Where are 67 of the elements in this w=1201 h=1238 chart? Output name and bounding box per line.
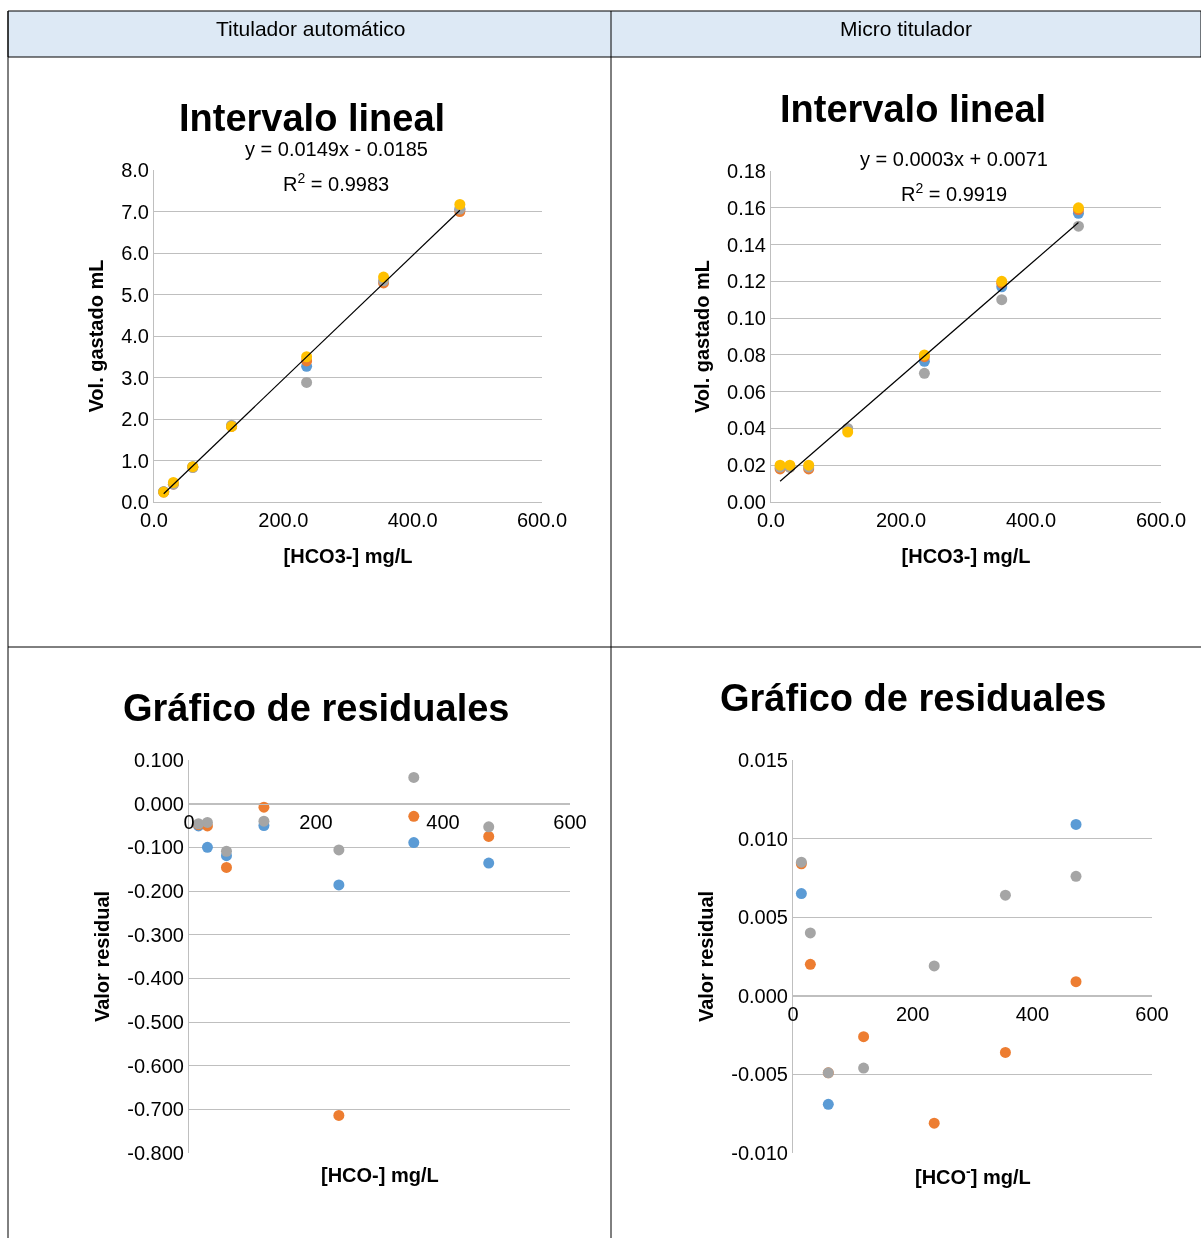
y-tick-label: 0.100 — [133, 749, 184, 771]
y-axis-title: Vol. gastado mL — [690, 260, 713, 413]
chart-title: Intervalo lineal — [179, 97, 446, 139]
x-tick-label: 600 — [1135, 1002, 1169, 1025]
y-tick-label: -0.800 — [127, 1142, 184, 1164]
text: Titulador automático — [216, 17, 406, 40]
y-tick-label: 8.0 — [121, 159, 149, 181]
x-tick-label: 200 — [299, 810, 333, 833]
y-tick-label: 2.0 — [121, 408, 149, 430]
x-tick-label: 200 — [895, 1002, 930, 1025]
y-tick-label: 0.010 — [737, 827, 788, 850]
x-tick-label: 400 — [1015, 1002, 1050, 1025]
x-axis-title: [HCO3-] mg/L — [901, 544, 1031, 567]
y-tick-label: 0.10 — [727, 307, 766, 330]
y-tick-label: -0.300 — [127, 923, 184, 946]
annotation: R$^{2}$ = 0.9919 — [901, 180, 1008, 206]
y-tick-label: 0.12 — [727, 270, 766, 293]
y-tick-label: -0.005 — [731, 1063, 788, 1086]
y-tick-label: 1.0 — [121, 449, 149, 472]
y-tick-label: 7.0 — [121, 200, 149, 223]
text: y = 0.0149x - 0.0185 — [245, 138, 428, 160]
chart-title: Gráfico de residuales — [123, 687, 510, 729]
chart-title: Intervalo lineal — [780, 88, 1047, 130]
y-tick-label: 3.0 — [121, 366, 149, 389]
y-tick-label: 0.16 — [727, 196, 766, 219]
y-tick-label: -0.400 — [127, 967, 184, 990]
y-tick-label: 0.14 — [727, 233, 766, 256]
y-tick-label: 0.000 — [737, 984, 788, 1007]
y-tick-label: 0.0 — [121, 491, 149, 513]
annotation: R$^{2}$ = 0.9983 — [283, 170, 390, 196]
x-tick-label: 0 — [183, 810, 195, 833]
y-tick-label: 6.0 — [121, 242, 149, 264]
y-tick-label: -0.100 — [127, 836, 184, 859]
x-tick-label: 600.0 — [1135, 509, 1187, 531]
text: Micro titulador — [840, 17, 972, 40]
y-tick-label: 0.04 — [727, 417, 766, 440]
y-tick-label: 0.06 — [727, 380, 766, 403]
chart-title: Gráfico de residuales — [720, 677, 1107, 719]
y-tick-label: 0.00 — [727, 491, 766, 513]
x-tick-label: 600 — [553, 810, 587, 833]
y-axis-title: Vol. gastado mL — [84, 259, 107, 413]
x-tick-label: 400 — [426, 810, 460, 833]
x-tick-label: 400.0 — [387, 509, 438, 531]
y-tick-label: 4.0 — [121, 325, 149, 347]
y-tick-label: -0.500 — [127, 1011, 184, 1033]
y-tick-label: -0.010 — [731, 1142, 788, 1164]
x-tick-label: 200.0 — [875, 509, 927, 531]
y-tick-label: 0.015 — [737, 749, 788, 771]
x-tick-label: 400.0 — [1005, 509, 1057, 531]
x-axis-title: [HCO$^{-}$] mg/L — [915, 1163, 1031, 1189]
y-tick-label: -0.700 — [127, 1098, 184, 1121]
y-tick-label: 0.02 — [727, 454, 766, 477]
y-tick-label: -0.600 — [127, 1054, 184, 1077]
y-tick-label: 0.000 — [133, 792, 184, 815]
y-tick-label: 0.005 — [737, 906, 788, 929]
text: y = 0.0003x + 0.0071 — [860, 148, 1048, 170]
y-tick-label: 5.0 — [121, 283, 149, 306]
x-axis-title: [HCO-] mg/L — [321, 1164, 439, 1186]
x-tick-label: 200.0 — [258, 509, 309, 531]
x-axis-title: [HCO3-] mg/L — [283, 544, 413, 567]
y-tick-label: -0.200 — [127, 880, 184, 902]
y-tick-label: 0.08 — [727, 343, 766, 366]
y-axis-title: Valor residual — [90, 890, 113, 1023]
y-tick-label: 0.18 — [727, 160, 766, 182]
x-tick-label: 600.0 — [516, 509, 568, 531]
y-axis-title: Valor residual — [694, 890, 717, 1023]
x-tick-label: 0 — [787, 1002, 799, 1025]
